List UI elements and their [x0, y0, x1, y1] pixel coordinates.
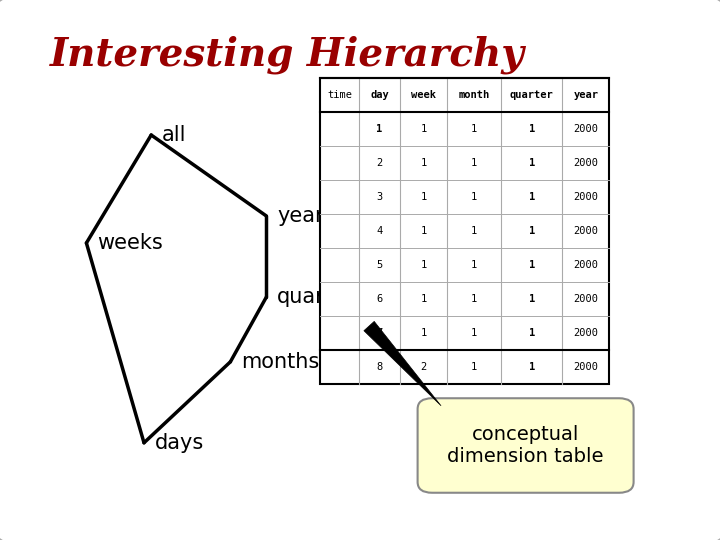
Text: 1: 1 [420, 226, 427, 237]
Text: week: week [411, 90, 436, 100]
Text: 1: 1 [420, 192, 427, 202]
Text: 1: 1 [471, 192, 477, 202]
Text: 3: 3 [377, 192, 382, 202]
Text: 1: 1 [528, 362, 535, 373]
Text: 2000: 2000 [573, 328, 598, 339]
Text: 2000: 2000 [573, 226, 598, 237]
Text: years: years [277, 206, 335, 226]
Text: 1: 1 [471, 362, 477, 373]
Text: 1: 1 [420, 158, 427, 168]
Bar [320, 78, 609, 384]
Text: 1: 1 [420, 328, 427, 339]
Text: 1: 1 [528, 260, 535, 271]
Text: 6: 6 [377, 294, 382, 305]
FancyBboxPatch shape [418, 399, 634, 492]
Text: 1: 1 [528, 226, 535, 237]
Text: 2000: 2000 [573, 158, 598, 168]
Text: weeks: weeks [97, 233, 163, 253]
Text: 2000: 2000 [573, 192, 598, 202]
Text: months: months [241, 352, 320, 372]
Text: 1: 1 [471, 328, 477, 339]
Text: 8: 8 [377, 362, 382, 373]
Text: all: all [162, 125, 186, 145]
Text: quarters: quarters [277, 287, 366, 307]
Text: 1: 1 [420, 124, 427, 134]
Text: 1: 1 [528, 158, 535, 168]
Text: 1: 1 [471, 124, 477, 134]
Text: 1: 1 [528, 124, 535, 134]
Text: 1: 1 [471, 294, 477, 305]
Text: 1: 1 [377, 124, 382, 134]
Text: 2000: 2000 [573, 124, 598, 134]
Text: quarter: quarter [510, 90, 554, 100]
Text: 1: 1 [471, 226, 477, 237]
Text: Interesting Hierarchy: Interesting Hierarchy [50, 35, 526, 73]
Text: 5: 5 [377, 260, 382, 271]
Text: 1: 1 [420, 294, 427, 305]
Text: month: month [459, 90, 490, 100]
Text: time: time [327, 90, 352, 100]
Text: year: year [573, 90, 598, 100]
Text: 1: 1 [528, 328, 535, 339]
Text: 1: 1 [528, 294, 535, 305]
Text: 2: 2 [420, 362, 427, 373]
Text: 1: 1 [471, 260, 477, 271]
Text: 7: 7 [377, 328, 382, 339]
Text: 1: 1 [528, 192, 535, 202]
Text: 2000: 2000 [573, 260, 598, 271]
Text: 2000: 2000 [573, 362, 598, 373]
Text: day: day [370, 90, 389, 100]
Text: 1: 1 [420, 260, 427, 271]
Text: 2000: 2000 [573, 294, 598, 305]
Text: 4: 4 [377, 226, 382, 237]
Text: days: days [155, 433, 204, 453]
Text: conceptual
dimension table: conceptual dimension table [447, 425, 604, 466]
Text: 1: 1 [471, 158, 477, 168]
Text: 2: 2 [377, 158, 382, 168]
